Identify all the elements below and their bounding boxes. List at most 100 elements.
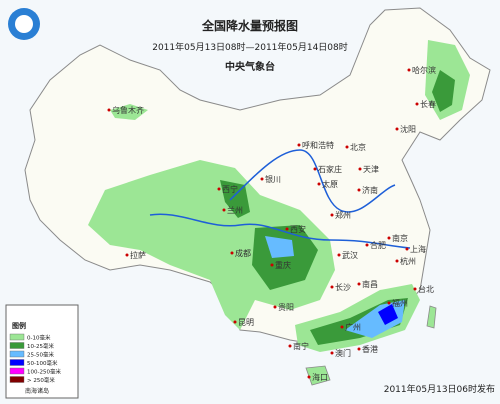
title: 全国降水量预报图 [201, 18, 298, 33]
city-dot [330, 351, 334, 355]
city-label: 天津 [363, 164, 379, 174]
city-label: 太原 [322, 179, 338, 189]
city-label: 西宁 [222, 184, 238, 194]
city-dot [395, 127, 399, 131]
city-label: 乌鲁木齐 [112, 105, 144, 115]
city-dot [307, 375, 311, 379]
legend-label: 0-10毫米 [27, 334, 51, 342]
city-label: 拉萨 [130, 250, 146, 260]
city-label: 海口 [312, 372, 328, 382]
river [149, 213, 411, 249]
rain-area [220, 180, 250, 218]
city-label: 上海 [410, 244, 426, 254]
city-label: 武汉 [342, 250, 358, 260]
city-dot [313, 167, 317, 171]
city-label: 广州 [345, 322, 361, 332]
city-label: 合肥 [370, 240, 386, 250]
city-label: 澳门 [335, 348, 351, 358]
city-label: 杭州 [400, 256, 416, 266]
city-dot [270, 263, 274, 267]
city-dot [233, 320, 237, 324]
city-label: 福州 [392, 299, 408, 308]
city-label: 长沙 [335, 282, 351, 292]
city-dot [260, 177, 264, 181]
city-dot [297, 143, 301, 147]
city-dot [337, 253, 341, 257]
country-outline [24, 7, 491, 346]
city-dot [330, 285, 334, 289]
city-dot [273, 305, 277, 309]
city-label: 呼和浩特 [302, 140, 334, 150]
city-dot [330, 213, 334, 217]
issuer: 中央气象台 [225, 60, 275, 73]
city-dot [387, 236, 391, 240]
city-label: 南昌 [362, 279, 378, 289]
island [426, 305, 437, 329]
city-label: 昆明 [238, 318, 254, 327]
city-dot [288, 344, 292, 348]
city-dot [395, 259, 399, 263]
city-label: 北京 [350, 142, 366, 152]
city-dot [387, 301, 391, 305]
legend-swatch [9, 376, 25, 383]
legend-title: 图例 [12, 321, 26, 330]
legend-swatch [9, 333, 25, 341]
legend-swatch [9, 359, 25, 366]
city-label: 成都 [235, 248, 251, 258]
city-label: 贵阳 [278, 302, 294, 312]
city-label: 沈阳 [400, 124, 416, 134]
city-dot [357, 282, 361, 286]
city-label: 长春 [420, 99, 436, 109]
legend-swatch [9, 342, 25, 349]
footer: 2011年05月13日06时发布 [384, 383, 495, 395]
legend: 图例0-10毫米10-25毫米25-50毫米50-100毫米100-250毫米>… [9, 321, 61, 384]
city-label: 银川 [265, 174, 281, 184]
city-dot [357, 347, 361, 351]
city-label: 南京 [392, 233, 408, 243]
city-dot [230, 251, 234, 255]
city-dot [345, 145, 349, 149]
city-dot [107, 108, 111, 112]
city-label: 哈尔滨 [412, 65, 436, 75]
legend-label: 10-25毫米 [27, 342, 54, 350]
legend-label: > 250毫米 [27, 376, 55, 384]
legend-label: 25-50毫米 [27, 351, 54, 359]
city-dot [357, 188, 361, 192]
city-dot [413, 287, 417, 291]
city-dot [317, 182, 321, 186]
city-label: 南宁 [293, 341, 309, 351]
city-dot [365, 243, 369, 247]
city-dot [222, 208, 226, 212]
legend-label: 50-100毫米 [27, 359, 58, 367]
city-label: 石家庄 [318, 164, 342, 174]
city-label: 香港 [362, 344, 378, 354]
city-label: 重庆 [275, 260, 291, 270]
city-dot [405, 247, 409, 251]
city-dot [285, 227, 289, 231]
inset-label: 南海诸岛 [25, 387, 49, 395]
city-dot [358, 167, 362, 171]
city-label: 台北 [418, 284, 434, 294]
city-dot [340, 325, 344, 329]
period: 2011年05月13日08时—2011年05月14日08时 [152, 41, 348, 53]
city-label: 兰州 [227, 205, 243, 215]
rain-area [432, 70, 455, 112]
legend-swatch [9, 350, 25, 358]
river [229, 149, 396, 213]
rain-area [110, 104, 148, 120]
legend-label: 100-250毫米 [27, 368, 61, 376]
logo [15, 15, 33, 33]
rain-area [378, 304, 398, 325]
island [305, 365, 331, 386]
rain-area [265, 236, 294, 258]
city-dot [217, 187, 221, 191]
city-dot [415, 102, 419, 106]
city-label: 郑州 [335, 210, 351, 220]
city-label: 西安 [290, 224, 306, 234]
city-dot [125, 253, 129, 257]
city-label: 济南 [362, 185, 378, 195]
city-dot [407, 68, 411, 72]
legend-swatch [9, 367, 25, 375]
